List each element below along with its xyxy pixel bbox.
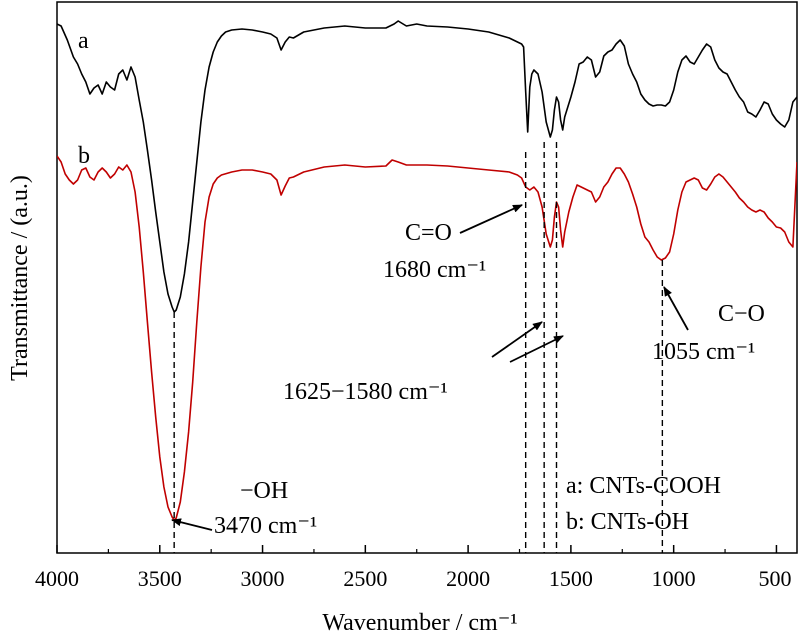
x-tick-label-500: 500 bbox=[759, 566, 792, 591]
x-tick-label-1000: 1000 bbox=[652, 566, 696, 591]
annotation-range-wave: 1625−1580 cm⁻¹ bbox=[283, 379, 448, 405]
annotation-range-arrow-1 bbox=[491, 321, 543, 358]
annotation-c-o-label: C−O bbox=[718, 301, 765, 327]
annotation-c-o-arrow bbox=[663, 286, 689, 331]
x-axis-title: Wavenumber / cm⁻¹ bbox=[322, 610, 517, 636]
x-tick-label-1500: 1500 bbox=[549, 566, 593, 591]
annotation-co-wave: 1680 cm⁻¹ bbox=[383, 257, 486, 283]
x-tick-label-3000: 3000 bbox=[241, 566, 285, 591]
annotation-range-arrow-2 bbox=[509, 335, 564, 363]
annotation-c-o-wave: 1055 cm⁻¹ bbox=[652, 339, 755, 365]
series-a-line bbox=[57, 20, 797, 313]
annotation-oh-arrow bbox=[171, 518, 213, 531]
annotation-oh-label: −OH bbox=[240, 478, 288, 504]
series-b-line bbox=[57, 155, 797, 521]
annotation-oh-wave: 3470 cm⁻¹ bbox=[214, 513, 317, 539]
x-tick-label-2500: 2500 bbox=[343, 566, 387, 591]
annotation-co-arrow bbox=[459, 204, 523, 234]
legend-entry-a: a: CNTs-COOH bbox=[566, 473, 721, 499]
curve-label-a: a bbox=[78, 28, 89, 54]
annotation-co-label: C=O bbox=[405, 220, 452, 246]
plot-frame bbox=[56, 1, 798, 554]
x-tick-label-4000: 4000 bbox=[35, 566, 79, 591]
x-tick-label-3500: 3500 bbox=[138, 566, 182, 591]
legend-entry-b: b: CNTs-OH bbox=[566, 509, 689, 535]
y-axis-title: Transmittance / (a.u.) bbox=[7, 175, 33, 381]
x-tick-label-2000: 2000 bbox=[446, 566, 490, 591]
curve-label-b: b bbox=[78, 143, 90, 169]
